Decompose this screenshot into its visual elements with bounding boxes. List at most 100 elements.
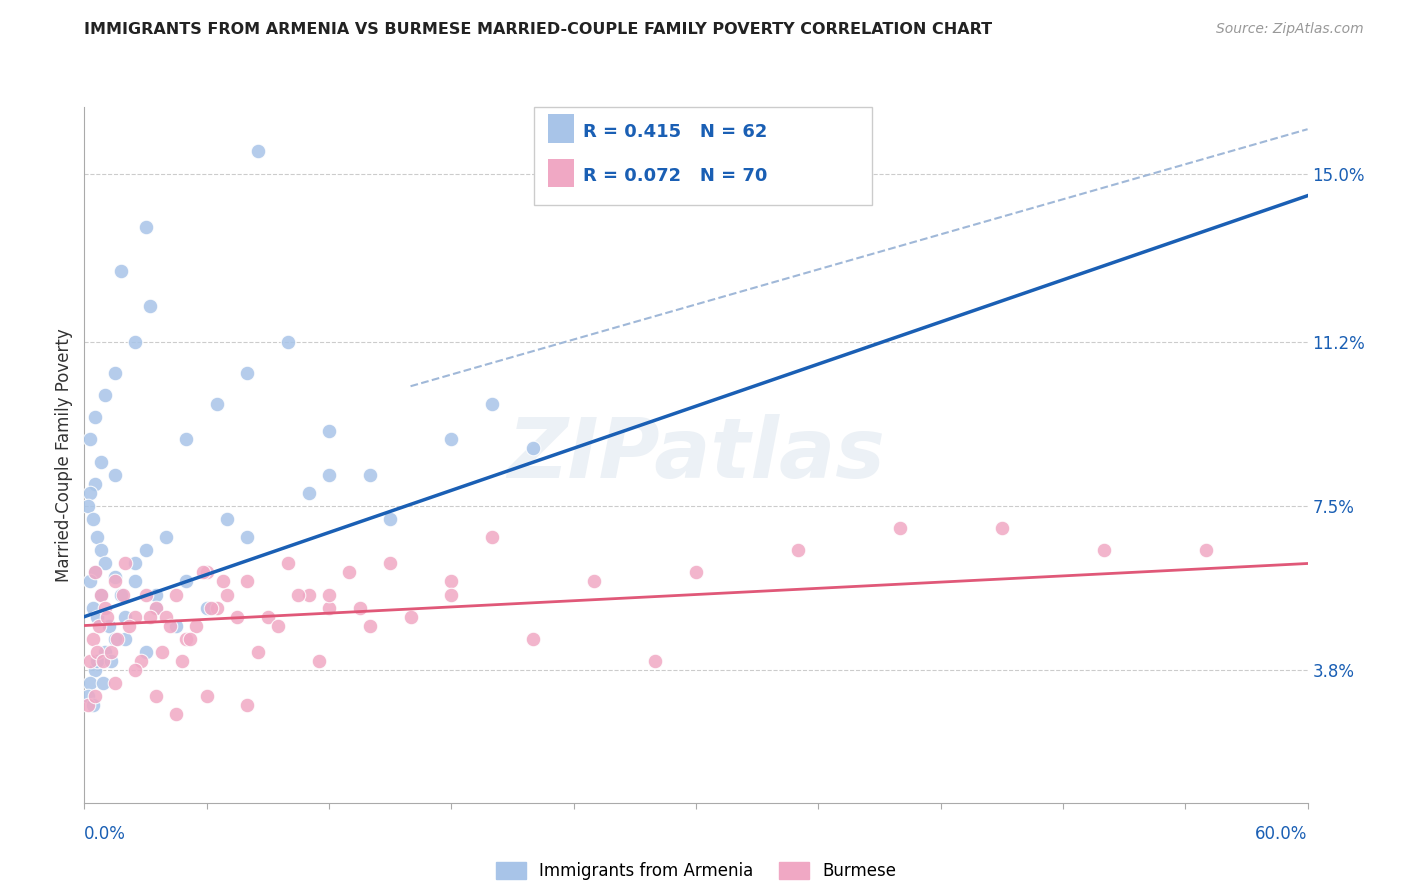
Point <box>90 454 112 468</box>
Point <box>100 654 122 668</box>
Point <box>179 632 201 646</box>
Point <box>135 219 157 234</box>
Point <box>318 467 340 482</box>
Point <box>83 476 105 491</box>
Point <box>145 600 167 615</box>
Text: IMMIGRANTS FROM ARMENIA VS BURMESE MARRIED-COUPLE FAMILY POVERTY CORRELATION CHA: IMMIGRANTS FROM ARMENIA VS BURMESE MARRI… <box>84 22 993 37</box>
Point <box>112 587 135 601</box>
Y-axis label: Married-Couple Family Poverty: Married-Couple Family Poverty <box>55 328 73 582</box>
Point <box>257 609 280 624</box>
Point <box>308 654 330 668</box>
Point <box>135 587 157 601</box>
Text: R = 0.072   N = 70: R = 0.072 N = 70 <box>583 167 768 185</box>
Point <box>104 676 127 690</box>
Point <box>79 654 101 668</box>
Point <box>200 600 222 615</box>
Point <box>91 676 114 690</box>
Point <box>174 632 197 646</box>
Point <box>145 690 167 704</box>
Point <box>172 654 194 668</box>
Point <box>359 467 381 482</box>
Point <box>1195 543 1218 558</box>
Point <box>86 530 108 544</box>
Point <box>205 600 228 615</box>
Point <box>104 570 127 584</box>
Point <box>481 397 503 411</box>
Point <box>787 543 810 558</box>
Point <box>124 334 146 349</box>
Point <box>77 690 100 704</box>
Point <box>174 574 197 589</box>
Point <box>277 334 299 349</box>
Point <box>195 566 218 580</box>
Point <box>267 618 290 632</box>
Point <box>110 264 132 278</box>
Point <box>236 574 259 589</box>
Point <box>79 485 101 500</box>
Point <box>100 645 122 659</box>
Point <box>82 600 104 615</box>
Point <box>155 609 177 624</box>
Point <box>212 574 235 589</box>
Point <box>114 632 136 646</box>
Point <box>339 566 360 580</box>
Point <box>990 521 1012 535</box>
Point <box>685 566 707 580</box>
Point <box>104 366 127 380</box>
Point <box>277 557 299 571</box>
Point <box>90 587 112 601</box>
Point <box>318 424 340 438</box>
Point <box>79 574 101 589</box>
Point <box>246 145 269 159</box>
Point <box>217 512 239 526</box>
Point <box>124 663 146 677</box>
Point <box>82 698 104 713</box>
Point <box>145 600 167 615</box>
Point <box>118 618 141 632</box>
Point <box>97 618 120 632</box>
Point <box>90 587 112 601</box>
Point <box>205 397 228 411</box>
Point <box>440 433 463 447</box>
Point <box>91 654 114 668</box>
Point <box>110 587 132 601</box>
Point <box>440 587 463 601</box>
Point <box>174 433 197 447</box>
Point <box>380 512 402 526</box>
Text: R = 0.415   N = 62: R = 0.415 N = 62 <box>583 123 768 141</box>
Text: ZIPatlas: ZIPatlas <box>508 415 884 495</box>
Point <box>165 707 187 722</box>
Point <box>349 600 371 615</box>
Point <box>104 632 127 646</box>
Text: Source: ZipAtlas.com: Source: ZipAtlas.com <box>1216 22 1364 37</box>
Point <box>83 566 105 580</box>
Point <box>93 600 115 615</box>
Point <box>318 600 340 615</box>
Text: 60.0%: 60.0% <box>1256 825 1308 843</box>
Point <box>83 566 105 580</box>
Point <box>87 618 110 632</box>
Point <box>86 654 108 668</box>
Point <box>131 654 153 668</box>
Point <box>236 530 259 544</box>
Point <box>165 618 187 632</box>
Point <box>150 645 173 659</box>
Point <box>135 543 157 558</box>
Point <box>359 618 381 632</box>
Point <box>82 512 104 526</box>
Point <box>79 676 101 690</box>
Point <box>83 663 105 677</box>
Point <box>217 587 239 601</box>
Point <box>83 690 105 704</box>
Point <box>124 574 146 589</box>
Point <box>135 645 157 659</box>
Point <box>93 388 115 402</box>
Point <box>481 530 503 544</box>
Point <box>399 609 422 624</box>
Point <box>77 698 100 713</box>
Point <box>644 654 666 668</box>
Point <box>138 300 160 314</box>
Point <box>124 557 146 571</box>
Point <box>145 587 167 601</box>
Point <box>165 587 187 601</box>
